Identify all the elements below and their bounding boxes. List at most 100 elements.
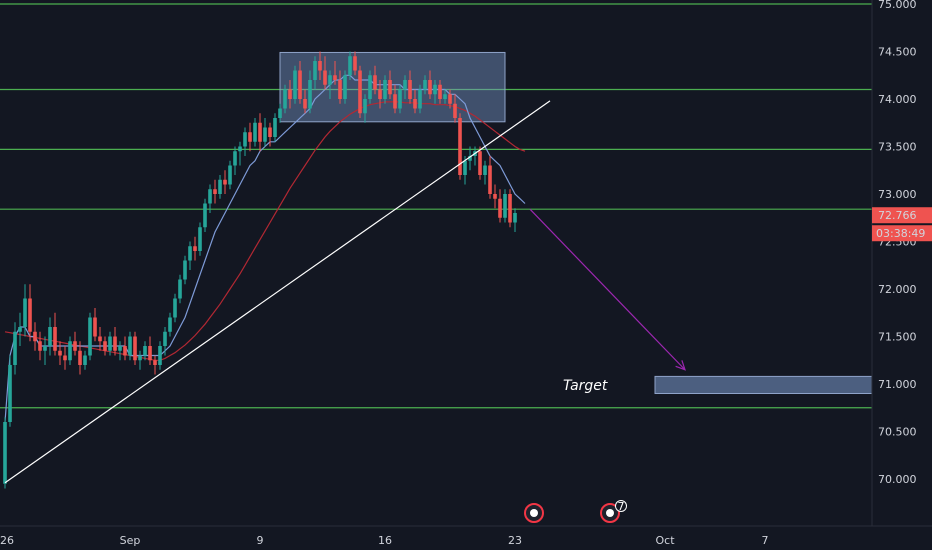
candle-body — [88, 317, 92, 356]
candle-body — [113, 336, 117, 351]
candle-body — [153, 360, 157, 365]
target-label: Target — [563, 378, 608, 394]
candle-body — [328, 75, 332, 85]
last-price-value: 72.766 — [878, 209, 917, 222]
candle-body — [188, 246, 192, 261]
event-badges[interactable]: 7 — [524, 500, 627, 523]
candle-body — [338, 80, 342, 99]
candle-body — [483, 165, 487, 175]
svg-text:7: 7 — [618, 500, 625, 513]
price-tick-label: 74.000 — [878, 93, 917, 106]
candle-body — [463, 160, 467, 175]
candle-body — [53, 327, 57, 351]
candle-body — [123, 346, 127, 356]
candle-body — [263, 127, 267, 142]
candle-body — [493, 194, 497, 199]
projection-arrowhead — [675, 360, 686, 371]
candle-body — [103, 341, 107, 351]
candle-body — [343, 75, 347, 99]
price-tick-label: 73.000 — [878, 188, 917, 201]
candle-body — [478, 151, 482, 175]
candle-body — [258, 122, 262, 142]
target-zone — [654, 375, 876, 394]
candle-body — [118, 346, 122, 351]
event-badge-icon[interactable] — [524, 503, 544, 523]
event-badge-icon[interactable]: 7 — [600, 500, 627, 523]
candle-body — [198, 227, 202, 251]
candle-body — [163, 331, 167, 346]
candle-body — [73, 341, 77, 351]
candle-body — [98, 336, 102, 342]
candle-body — [318, 61, 322, 71]
candle-body — [178, 279, 182, 299]
time-tick-label: 7 — [762, 534, 769, 547]
candle-body — [58, 350, 62, 356]
candle-body — [373, 75, 377, 90]
candle-body — [68, 341, 72, 361]
price-tick-label: 71.500 — [878, 331, 917, 344]
candle-body — [443, 94, 447, 99]
candle-body — [428, 80, 432, 95]
candle-body — [228, 165, 232, 185]
candle-body — [418, 89, 422, 109]
candle-body — [43, 346, 47, 351]
candle-body — [353, 56, 357, 71]
price-axis[interactable] — [871, 0, 932, 550]
countdown-tag — [872, 225, 932, 242]
candle-body — [3, 422, 7, 484]
projection-arrow — [529, 208, 686, 371]
candle-body — [223, 179, 227, 185]
trend-line — [4, 100, 551, 484]
candle-body — [298, 70, 302, 99]
candle-body — [218, 179, 222, 194]
candle-body — [128, 336, 132, 356]
price-tick-label: 71.000 — [878, 378, 917, 391]
candle-body — [203, 203, 207, 228]
candle-body — [48, 327, 52, 346]
time-tick-label: Sep — [120, 534, 141, 547]
candle-body — [438, 84, 442, 99]
candle-body — [323, 70, 327, 85]
candle-body — [448, 94, 452, 104]
price-tick-label: 73.500 — [878, 141, 917, 154]
candle-body — [78, 350, 82, 365]
last-price-tag — [872, 207, 932, 224]
candle-body — [433, 84, 437, 95]
candle-body — [458, 118, 462, 175]
time-ticks: 26 Sep 9 16 23 Oct 7 — [0, 534, 769, 547]
candle-body — [238, 146, 242, 152]
candle-body — [28, 298, 32, 332]
candle-body — [413, 99, 417, 109]
candles — [3, 51, 517, 489]
candle-body — [278, 108, 282, 118]
candle-body — [313, 61, 317, 80]
candle-body — [18, 327, 22, 332]
candle-body — [38, 341, 42, 351]
candle-body — [13, 331, 17, 365]
countdown-value: 03:38:49 — [876, 227, 925, 240]
candle-body — [453, 103, 457, 118]
candle-body — [168, 317, 172, 332]
candle-body — [208, 189, 212, 204]
candle-body — [108, 336, 112, 351]
price-tick-label: 75.000 — [878, 0, 917, 11]
candle-body — [303, 99, 307, 109]
price-ticks: 75.00074.50074.00073.50073.00072.50072.0… — [878, 0, 917, 486]
candle-body — [488, 165, 492, 194]
candle-body — [173, 298, 177, 318]
candle-body — [368, 75, 372, 99]
candle-body — [288, 89, 292, 99]
candle-body — [308, 80, 312, 109]
candle-body — [93, 317, 97, 337]
candle-body — [398, 89, 402, 109]
candle-body — [33, 331, 37, 342]
candle-body — [348, 56, 352, 76]
candle-body — [293, 70, 297, 99]
candle-body — [23, 298, 27, 327]
candle-body — [133, 336, 137, 361]
drawings — [4, 100, 686, 484]
candle-body — [243, 132, 247, 147]
candle-body — [388, 80, 392, 95]
